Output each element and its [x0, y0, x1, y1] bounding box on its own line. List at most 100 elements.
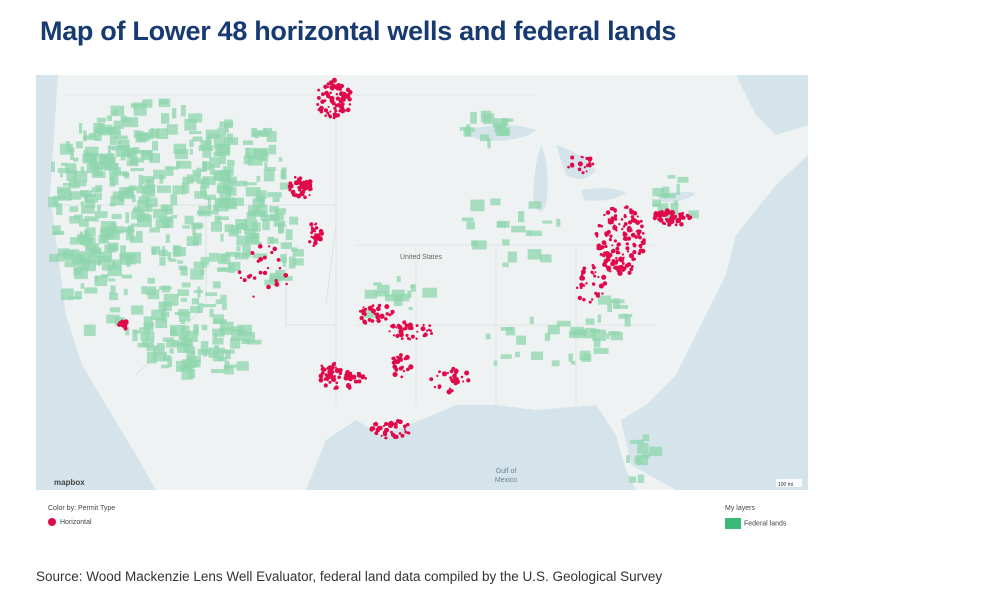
well-permit [633, 257, 637, 261]
well-permit [438, 370, 441, 374]
well-permit [383, 432, 388, 437]
well-permit [371, 304, 375, 308]
well-permit [638, 248, 643, 253]
federal-land [180, 297, 188, 302]
federal-land [245, 147, 256, 159]
federal-land [152, 352, 167, 362]
federal-land [68, 296, 81, 300]
federal-land [652, 203, 660, 208]
well-permit [611, 248, 616, 254]
federal-land [203, 351, 207, 357]
well-permit [319, 231, 324, 236]
federal-land [75, 141, 83, 149]
scale-label: 100 mi [778, 482, 793, 488]
well-permit [239, 276, 243, 280]
federal-land [107, 265, 122, 277]
well-permit [335, 96, 341, 101]
federal-land [529, 316, 534, 325]
well-permit [437, 386, 441, 390]
federal-land [208, 347, 220, 358]
federal-land [642, 434, 650, 442]
federal-land [667, 174, 676, 179]
federal-land [94, 275, 108, 287]
well-permit [340, 105, 345, 109]
well-permit [687, 216, 692, 221]
well-permit [632, 250, 637, 255]
well-permit [637, 251, 642, 256]
scale-bar [776, 479, 802, 487]
federal-land [69, 216, 80, 224]
federal-land [136, 215, 152, 228]
federal-land [193, 261, 204, 269]
well-permit [449, 376, 453, 380]
federal-land [49, 253, 58, 262]
federal-land [84, 146, 99, 155]
federal-land [213, 319, 228, 325]
legend-label: Horizontal [60, 518, 92, 526]
federal-land [156, 343, 165, 355]
well-permit [433, 385, 437, 389]
federal-land [100, 153, 113, 165]
well-permit [333, 106, 337, 110]
well-permit [335, 381, 339, 385]
great-lakes [466, 125, 696, 212]
federal-land [212, 328, 225, 337]
well-permit [640, 240, 643, 244]
federal-land [107, 145, 112, 156]
federal-land [292, 258, 304, 266]
well-permit [250, 250, 255, 255]
federal-land [155, 128, 169, 140]
federal-land [159, 256, 166, 266]
federal-land [267, 192, 282, 198]
federal-land [652, 199, 662, 206]
well-permit [402, 327, 406, 331]
federal-land [263, 169, 275, 182]
federal-land [149, 322, 155, 327]
well-permit [601, 292, 604, 295]
legend-item: Federal lands [725, 518, 786, 529]
well-permit [308, 193, 311, 197]
federal-land [136, 230, 143, 237]
well-permit [429, 377, 434, 382]
well-permit [428, 324, 432, 327]
federal-land [186, 174, 201, 182]
well-permit [405, 367, 410, 372]
federal-land [84, 287, 98, 294]
federal-land [260, 210, 266, 221]
well-permit [617, 270, 623, 276]
federal-land [164, 166, 179, 170]
federal-land [85, 201, 96, 208]
federal-land [130, 167, 145, 172]
well-permit [619, 257, 625, 263]
federal-land [126, 251, 141, 264]
federal-land [292, 249, 304, 257]
well-permit [323, 84, 328, 90]
well-permit [402, 320, 407, 325]
federal-land [220, 294, 227, 301]
well-permit [603, 259, 608, 264]
well-permit [679, 222, 684, 227]
well-permit [415, 337, 418, 340]
well-permit [332, 116, 336, 120]
federal-land [88, 236, 96, 245]
federal-land [65, 163, 77, 174]
well-permit [394, 367, 399, 372]
federal-land [637, 443, 649, 454]
federal-land [270, 272, 281, 283]
federal-land [165, 208, 174, 215]
well-permit [274, 282, 280, 287]
legend-layers-title: My layers [725, 505, 755, 512]
well-permit [580, 275, 586, 281]
federal-land [226, 187, 237, 196]
federal-land [180, 325, 190, 336]
federal-land [223, 366, 234, 375]
federal-land [128, 185, 136, 191]
federal-land [259, 130, 268, 137]
federal-land [170, 194, 178, 206]
federal-land [569, 330, 576, 338]
well-permit [316, 103, 320, 106]
federal-land [146, 351, 157, 364]
well-permit [331, 377, 335, 382]
federal-land [528, 201, 542, 209]
well-permit [570, 163, 575, 168]
